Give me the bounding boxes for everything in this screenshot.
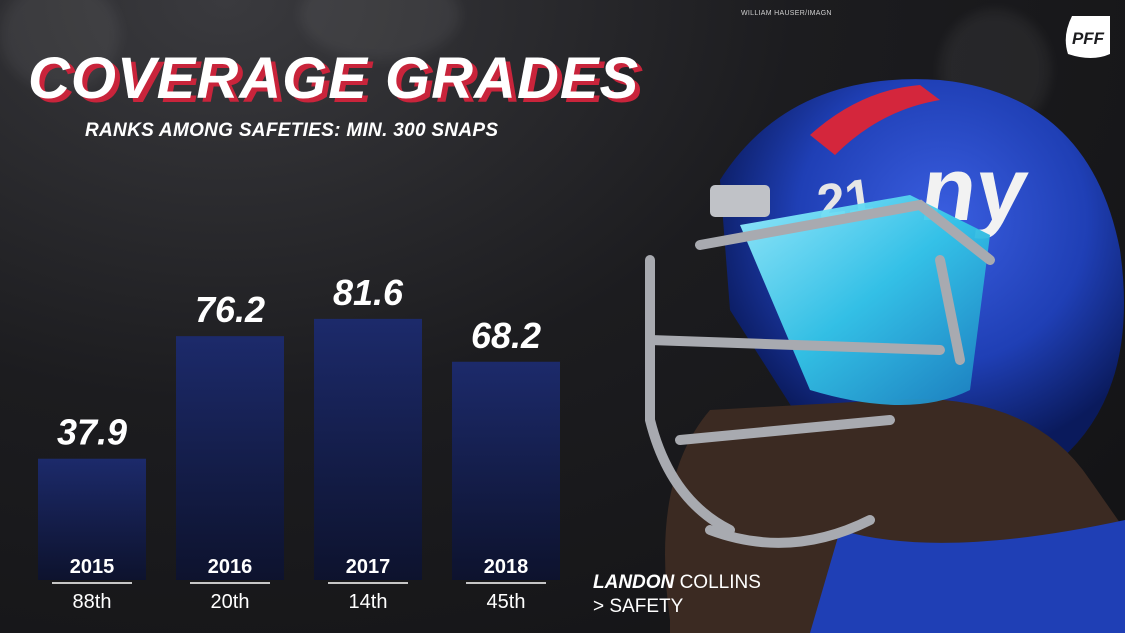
- logo-text: PFF: [1072, 29, 1105, 48]
- player-name: LANDON COLLINS: [593, 571, 761, 595]
- player-first-name: LANDON: [593, 572, 675, 593]
- bar-year-label-2016: 2016: [208, 556, 253, 578]
- bar-year-label-2017: 2017: [346, 556, 391, 578]
- bar-value-label-2017: 81.6: [333, 272, 404, 313]
- chart-subtitle: RANKS AMONG SAFETIES: MIN. 300 SNAPS: [85, 120, 499, 141]
- bar-value-label-2018: 68.2: [471, 315, 541, 356]
- bar-rank-label-2018: 45th: [487, 591, 526, 613]
- bar-year-label-2018: 2018: [484, 556, 529, 578]
- player-info: LANDON COLLINS > SAFETY: [593, 571, 761, 619]
- background-light: [0, 0, 120, 90]
- player-position: > SAFETY: [593, 596, 684, 617]
- player-last-name: COLLINS: [679, 572, 761, 593]
- bar-rank-label-2017: 14th: [349, 591, 388, 613]
- bar-rank-label-2016: 20th: [211, 591, 250, 613]
- pff-logo-icon[interactable]: PFF: [1062, 14, 1112, 60]
- chart-title: COVERAGE GRADES: [28, 46, 640, 111]
- bar-2016: [176, 336, 284, 580]
- bar-rank-label-2015: 88th: [73, 591, 112, 613]
- bar-year-label-2015: 2015: [70, 556, 115, 578]
- giants-helmet-icon: 21 ny: [645, 79, 1125, 633]
- bar-2015: [38, 458, 146, 580]
- bar-2017: [314, 318, 422, 580]
- bar-chart: 37.9 2015 88th 76.2 2016 20th 81.6 2017 14th 68.2…: [38, 272, 560, 613]
- bar-value-label-2015: 37.9: [57, 412, 127, 453]
- bar-value-label-2016: 76.2: [195, 289, 265, 330]
- bar-2018: [452, 361, 560, 580]
- photo-credit: WILLIAM HAUSER/IMAGN: [741, 10, 832, 17]
